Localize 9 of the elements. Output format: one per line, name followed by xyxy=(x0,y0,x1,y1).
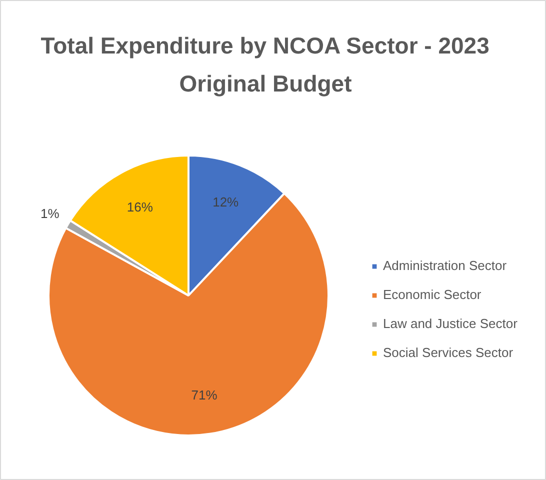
data-label: 71% xyxy=(191,388,218,403)
chart-title: Total Expenditure by NCOA Sector - 2023 Original Budget xyxy=(40,32,490,96)
legend-label: Administration Sector xyxy=(383,258,507,273)
legend-label: Law and Justice Sector xyxy=(383,316,518,331)
data-label: 1% xyxy=(40,206,60,222)
legend-label: Economic Sector xyxy=(383,287,482,302)
data-label: 16% xyxy=(126,200,154,215)
data-label: 12% xyxy=(212,194,240,210)
legend-label: Social Services Sector xyxy=(383,345,514,360)
